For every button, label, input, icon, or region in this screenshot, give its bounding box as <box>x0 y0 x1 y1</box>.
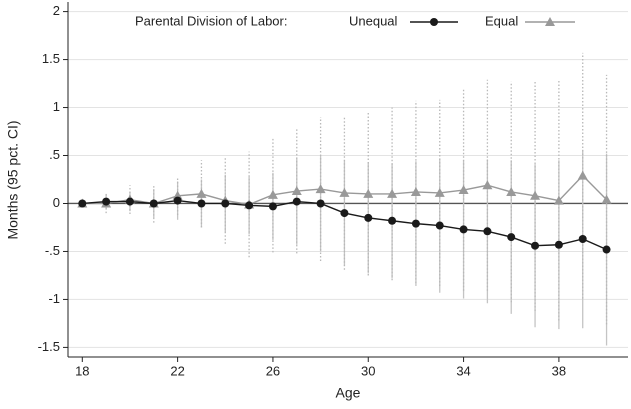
point <box>388 216 397 225</box>
x-tick-label: 26 <box>266 363 280 378</box>
x-tick-label: 34 <box>456 363 470 378</box>
point <box>387 188 398 198</box>
y-tick-label: -1.5 <box>38 339 60 354</box>
legend-label: Equal <box>485 13 518 28</box>
point <box>506 186 517 196</box>
point <box>125 197 134 206</box>
point <box>507 233 516 242</box>
legend-label: Unequal <box>349 13 398 28</box>
x-tick-label: 30 <box>361 363 375 378</box>
point <box>553 195 564 205</box>
point <box>577 170 588 180</box>
y-tick-label: 1.5 <box>42 51 60 66</box>
point <box>339 187 350 197</box>
y-tick-label: 1 <box>53 99 60 114</box>
point <box>459 225 468 234</box>
point <box>554 240 563 249</box>
x-tick-label: 18 <box>75 363 89 378</box>
point <box>173 196 182 205</box>
y-axis-label: Months (95 pct. CI) <box>5 120 21 239</box>
point <box>245 201 254 210</box>
point <box>149 199 158 208</box>
point <box>316 199 325 208</box>
legend-title: Parental Division of Labor: <box>135 13 287 28</box>
point <box>292 197 301 206</box>
x-axis-label: Age <box>336 385 361 401</box>
point <box>268 202 277 211</box>
point <box>78 199 87 208</box>
point <box>196 188 207 198</box>
legend-marker <box>545 17 555 26</box>
point <box>531 241 540 250</box>
point <box>363 188 374 198</box>
y-tick-label: -1 <box>48 291 60 306</box>
point <box>411 219 420 228</box>
y-tick-label: 0 <box>53 195 60 210</box>
point <box>578 234 587 243</box>
x-tick-label: 22 <box>170 363 184 378</box>
point <box>530 190 541 200</box>
point <box>483 227 492 236</box>
point <box>340 209 349 218</box>
point <box>482 180 493 190</box>
point <box>267 189 278 199</box>
point <box>291 186 302 196</box>
point <box>602 245 611 254</box>
point <box>601 194 612 204</box>
point <box>364 213 373 222</box>
point <box>435 221 444 230</box>
point <box>102 197 111 206</box>
point <box>221 199 230 208</box>
x-tick-label: 38 <box>552 363 566 378</box>
legend-marker <box>430 18 438 26</box>
y-tick-label: .5 <box>49 147 60 162</box>
y-tick-label: 2 <box>53 3 60 18</box>
point <box>315 184 326 194</box>
y-tick-label: -.5 <box>45 243 60 258</box>
point <box>458 185 469 195</box>
point <box>434 187 445 197</box>
point <box>197 199 206 208</box>
point <box>410 186 421 196</box>
